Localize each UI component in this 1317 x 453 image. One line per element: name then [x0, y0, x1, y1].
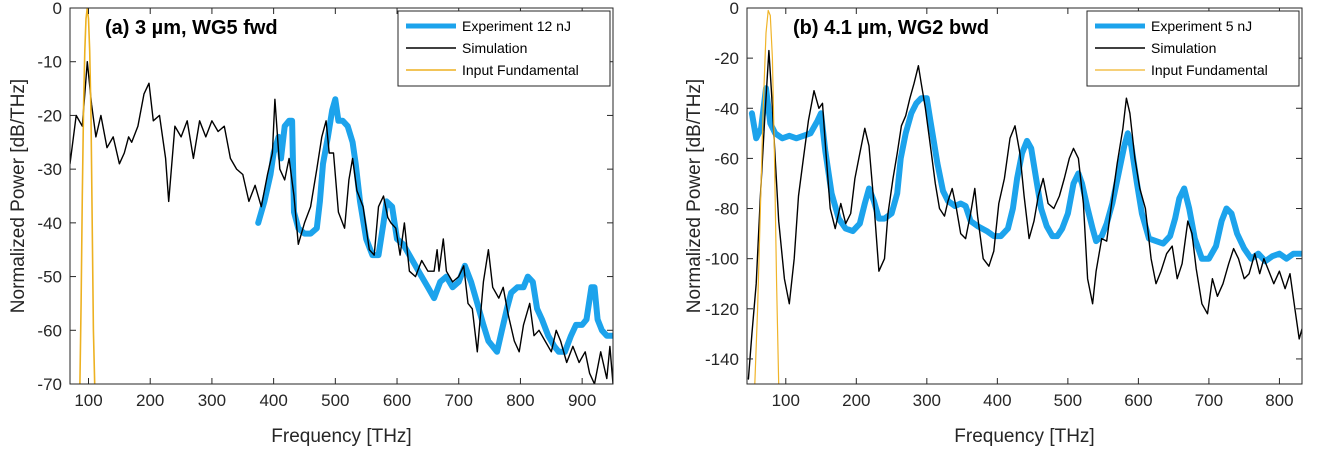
y-tick-label: -60: [37, 321, 62, 340]
x-tick-label: 100: [772, 391, 800, 410]
y-axis-label: Normalized Power [dB/THz]: [8, 79, 29, 313]
chart-panel-1: 100 200 300 400 500 600 700 800 900 0 -10 -20 -30 -40…: [8, 0, 614, 447]
y-tick-label: -100: [705, 250, 739, 269]
legend-entry: Input Fundamental: [1151, 62, 1268, 78]
x-tick-label: 200: [842, 391, 870, 410]
legend-entry: Experiment 12 nJ: [462, 18, 571, 34]
y-tick-label: -30: [37, 160, 62, 179]
y-tick-label: 0: [53, 0, 62, 18]
y-tick-label: -10: [37, 53, 62, 72]
axes-box: [69, 7, 614, 385]
x-tick-label: 100: [74, 391, 102, 410]
x-axis-label: Frequency [THz]: [954, 426, 1094, 447]
experiment-12-nj-line: [255, 96, 613, 355]
x-tick-label: 800: [1265, 391, 1293, 410]
x-tick-label: 400: [983, 391, 1011, 410]
x-tick-label: 700: [445, 391, 473, 410]
y-tick-label: -140: [705, 350, 739, 369]
legend-entry: Input Fundamental: [462, 62, 579, 78]
legend: Experiment 5 nJ Simulation Input Fundament…: [1086, 10, 1300, 87]
y-tick-label: -40: [37, 214, 62, 233]
y-tick-label: -120: [705, 300, 739, 319]
x-tick-label: 300: [913, 391, 941, 410]
input-fundamental-line: [79, 8, 96, 384]
axes-box: [746, 7, 1303, 385]
x-tick-label: 600: [383, 391, 411, 410]
x-tick-label: 500: [321, 391, 349, 410]
x-tick-label: 400: [259, 391, 287, 410]
x-tick-label: 600: [1124, 391, 1152, 410]
y-tick-label: -20: [714, 49, 739, 68]
panel-title: (a) 3 µm, WG5 fwd: [105, 17, 278, 39]
plot-area: [70, 8, 613, 384]
input-fundamental-line: [754, 9, 780, 384]
legend-entry: Experiment 5 nJ: [1151, 18, 1252, 34]
simulation-line: [747, 49, 1302, 380]
x-axis-label: Frequency [THz]: [271, 426, 411, 447]
legend: Experiment 12 nJ Simulation Input Fundamen…: [397, 10, 611, 87]
y-tick-label: -50: [37, 268, 62, 287]
y-tick-label: -80: [714, 200, 739, 219]
x-tick-label: 300: [198, 391, 226, 410]
y-tick-label: -70: [37, 375, 62, 394]
experiment-5-nj-line: [748, 85, 1302, 265]
legend-entry: Simulation: [1151, 40, 1216, 56]
panel-title: (b) 4.1 µm, WG2 bwd: [793, 17, 989, 39]
x-tick-label: 500: [1054, 391, 1082, 410]
legend-entry: Simulation: [462, 40, 527, 56]
y-tick-label: -20: [37, 106, 62, 125]
y-axis-label: Normalized Power [dB/THz]: [684, 79, 705, 313]
simulation-line: [70, 61, 613, 384]
y-tick-label: -60: [714, 149, 739, 168]
x-tick-label: 700: [1195, 391, 1223, 410]
chart-panel-2: 100 200 300 400 500 600 700 800 0 -20 -40 -60 -80 -10…: [684, 0, 1303, 447]
plot-area: [747, 9, 1302, 384]
x-tick-label: 800: [506, 391, 534, 410]
y-tick-label: 0: [730, 0, 739, 18]
y-tick-label: -40: [714, 99, 739, 118]
x-tick-label: 200: [136, 391, 164, 410]
x-tick-label: 900: [568, 391, 596, 410]
